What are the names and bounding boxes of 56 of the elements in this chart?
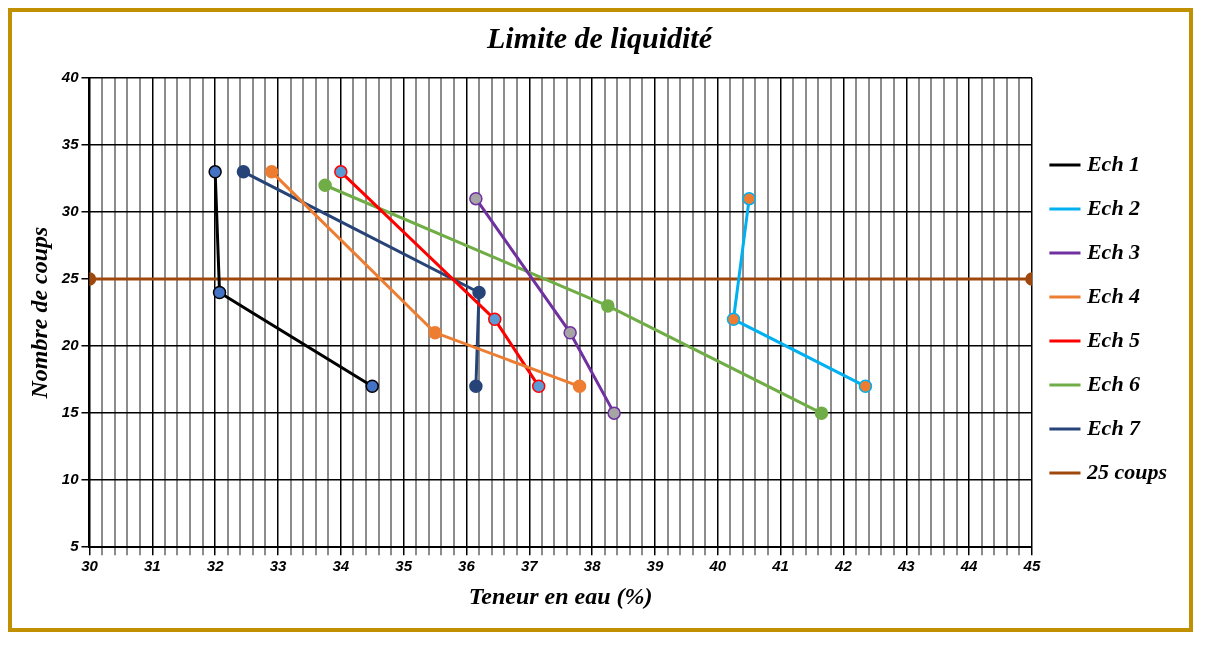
x-tick-label: 32 [206, 557, 225, 575]
x-tick-label: 45 [1022, 557, 1041, 575]
legend-label: Ech 2 [1085, 194, 1141, 220]
point [264, 165, 279, 179]
point [334, 165, 348, 179]
point [469, 379, 483, 394]
point [469, 191, 483, 206]
point [318, 178, 332, 192]
y-tick-label: 25 [60, 269, 80, 287]
x-tick-label: 39 [646, 557, 664, 575]
legend-label: Ech 4 [1085, 282, 1141, 308]
y-tick-label: 10 [61, 470, 80, 488]
point [607, 406, 621, 420]
x-tick-label: 37 [520, 557, 539, 575]
legend-label: Ech 5 [1085, 326, 1141, 352]
y-tick-label: 30 [61, 202, 80, 220]
x-tick-label: 31 [143, 557, 161, 575]
point [563, 325, 577, 340]
x-tick-label: 36 [458, 557, 476, 575]
x-axis-title: Teneur en eau (%) [468, 582, 653, 609]
y-axis-title: Nombre de coups [25, 226, 52, 400]
point [208, 165, 222, 179]
point [601, 299, 615, 313]
point [487, 312, 502, 327]
point [212, 285, 227, 300]
legend-label: 25 coups [1085, 458, 1167, 484]
chart-title: Limite de liquidité [486, 20, 714, 54]
y-tick-label: 35 [61, 135, 80, 153]
y-tick-label: 5 [70, 537, 80, 555]
x-tick-label: 34 [332, 557, 350, 575]
point [472, 285, 486, 300]
point [742, 191, 756, 206]
y-tick-label: 40 [60, 68, 80, 86]
x-tick-label: 42 [834, 557, 853, 575]
x-tick-label: 33 [269, 557, 287, 575]
x-tick-label: 35 [395, 557, 413, 575]
point [236, 165, 251, 179]
x-tick-label: 43 [896, 557, 916, 575]
x-tick-label: 41 [771, 557, 789, 575]
legend-label: Ech 7 [1085, 414, 1142, 440]
y-tick-label: 15 [61, 403, 80, 421]
x-tick-label: 30 [81, 557, 99, 575]
y-tick-label: 20 [60, 336, 80, 354]
point [531, 379, 546, 394]
point [858, 379, 873, 394]
point [814, 406, 829, 420]
x-tick-label: 38 [583, 557, 602, 575]
point [726, 312, 741, 327]
x-tick-label: 40 [708, 557, 727, 575]
legend-label: Ech 3 [1085, 238, 1141, 264]
point [428, 325, 442, 340]
legend-label: Ech 6 [1085, 370, 1141, 396]
legend-label: Ech 1 [1085, 150, 1141, 176]
point [365, 379, 379, 394]
x-tick-label: 44 [959, 557, 979, 575]
point [572, 379, 587, 394]
